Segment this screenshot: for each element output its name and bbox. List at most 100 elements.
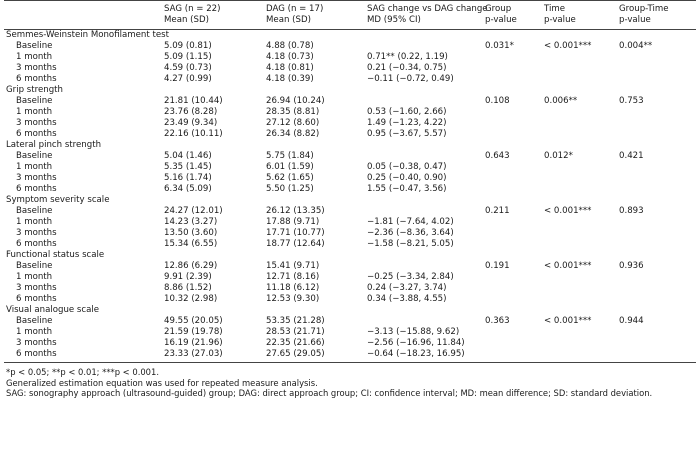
section-title: Lateral pinch strength xyxy=(6,140,102,150)
md-value: 0.25 (−0.40, 0.90) xyxy=(367,173,447,183)
table-row: 6 months 6.34 (5.09) 5.50 (1.25) 1.55 (−0.4… xyxy=(4,184,696,195)
row-label: 1 month xyxy=(16,327,53,337)
md-value: −1.58 (−8.21, 5.05) xyxy=(367,239,454,249)
md-value: 0.53 (−1.60, 2.66) xyxy=(367,107,447,117)
group-p-value: 0.363 xyxy=(485,316,510,326)
time-p-value xyxy=(542,129,617,140)
table-row: 3 months 16.19 (21.96) 22.35 (21.66) −2.56 … xyxy=(4,338,696,349)
time-p-value: < 0.001*** xyxy=(544,261,592,271)
time-p-value xyxy=(542,184,617,195)
table-row: 1 month 5.35 (1.45) 6.01 (1.59) 0.05 (−0.38… xyxy=(4,162,696,173)
row-label: 3 months xyxy=(16,228,57,238)
sag-value: 8.86 (1.52) xyxy=(164,283,212,293)
group-time-p-value xyxy=(617,294,696,305)
time-p-value xyxy=(542,63,617,74)
group-p-value xyxy=(483,107,542,118)
group-time-p-value: 0.421 xyxy=(619,151,644,161)
md-value: −0.25 (−3.34, 2.84) xyxy=(367,272,454,282)
row-label: 1 month xyxy=(16,162,53,172)
dag-value: 12.71 (8.16) xyxy=(266,272,320,282)
group-p-value: 0.031* xyxy=(485,41,514,51)
sag-value: 5.16 (1.74) xyxy=(164,173,212,183)
group-p-value: 0.108 xyxy=(485,96,510,106)
sag-value: 23.49 (9.34) xyxy=(164,118,218,128)
row-label: 6 months xyxy=(16,184,57,194)
sag-value: 5.09 (1.15) xyxy=(164,52,212,62)
section-title: Visual analogue scale xyxy=(6,305,100,315)
sag-value: 15.34 (6.55) xyxy=(164,239,218,249)
row-label: Baseline xyxy=(16,96,53,106)
row-label: 6 months xyxy=(16,239,57,249)
section-title: Functional status scale xyxy=(6,250,105,260)
md-value: 0.24 (−3.27, 3.74) xyxy=(367,283,447,293)
md-value: 1.55 (−0.47, 3.56) xyxy=(367,184,447,194)
md-value xyxy=(365,206,483,217)
results-table: SAG (n = 22) DAG (n = 17) SAG change vs … xyxy=(4,0,696,363)
row-label: 6 months xyxy=(4,349,162,363)
dag-value: 5.50 (1.25) xyxy=(266,184,314,194)
md-value: 0.21 (−0.34, 0.75) xyxy=(367,63,447,73)
section-title: Semmes-Weinstein Monofilament test xyxy=(6,30,169,40)
time-p-value xyxy=(542,217,617,228)
time-p-value xyxy=(542,283,617,294)
time-p-value xyxy=(542,118,617,129)
time-p-value xyxy=(542,162,617,173)
header-cell-group: Group xyxy=(483,0,542,15)
dag-value: 28.35 (8.81) xyxy=(266,107,320,117)
md-value: 0.95 (−3.67, 5.57) xyxy=(367,129,447,139)
group-p-value: 0.211 xyxy=(485,206,510,216)
table-row: 6 months 15.34 (6.55) 18.77 (12.64) −1.58 (… xyxy=(4,239,696,250)
group-time-p-value xyxy=(617,272,696,283)
group-p-value: 0.643 xyxy=(485,151,510,161)
table-row: 3 months 23.49 (9.34) 27.12 (8.60) 1.49 (−1… xyxy=(4,118,696,129)
table-row: Baseline 24.27 (12.01) 26.12 (13.35) 0.211 <… xyxy=(4,206,696,217)
row-label: 1 month xyxy=(16,107,53,117)
table-row: 3 months 5.16 (1.74) 5.62 (1.65) 0.25 (−0.4… xyxy=(4,173,696,184)
dag-value: 22.35 (21.66) xyxy=(266,338,325,348)
dag-value: 18.77 (12.64) xyxy=(266,239,325,249)
dag-value: 27.65 (29.05) xyxy=(264,349,365,363)
group-p-value xyxy=(483,294,542,305)
dag-value: 17.88 (9.71) xyxy=(266,217,320,227)
sag-value: 21.81 (10.44) xyxy=(164,96,223,106)
group-p-value xyxy=(483,129,542,140)
row-label: 6 months xyxy=(16,129,57,139)
table-row: Baseline 21.81 (10.44) 26.94 (10.24) 0.108 0… xyxy=(4,96,696,107)
dag-value: 15.41 (9.71) xyxy=(266,261,320,271)
group-p-value xyxy=(483,162,542,173)
dag-value: 4.18 (0.81) xyxy=(266,63,314,73)
table-body: Semmes-Weinstein Monofilament test Baseli… xyxy=(4,30,696,363)
group-p-value: 0.191 xyxy=(485,261,510,271)
time-p-value xyxy=(542,239,617,250)
header-cell-md-sub: MD (95% CI) xyxy=(365,15,483,30)
header-cell xyxy=(4,15,162,30)
section-row: Grip strength xyxy=(4,85,696,96)
md-value xyxy=(365,316,483,327)
dag-value: 6.01 (1.59) xyxy=(266,162,314,172)
group-time-p-value xyxy=(617,338,696,349)
table-row: 6 months 23.33 (27.03) 27.65 (29.05) −0.64 … xyxy=(4,349,696,363)
table-row: 3 months 13.50 (3.60) 17.71 (10.77) −2.36 (… xyxy=(4,228,696,239)
table-row: 1 month 14.23 (3.27) 17.88 (9.71) −1.81 (−7… xyxy=(4,217,696,228)
header-cell-time-sub: p-value xyxy=(542,15,617,30)
header-row-2: Mean (SD) Mean (SD) MD (95% CI) p-value … xyxy=(4,15,696,30)
table-row: 6 months 10.32 (2.98) 12.53 (9.30) 0.34 (−3… xyxy=(4,294,696,305)
time-p-value xyxy=(542,74,617,85)
row-label: Baseline xyxy=(16,316,53,326)
md-value: 0.05 (−0.38, 0.47) xyxy=(367,162,447,172)
sag-value: 49.55 (20.05) xyxy=(164,316,223,326)
dag-value: 17.71 (10.77) xyxy=(266,228,325,238)
sag-value: 5.09 (0.81) xyxy=(164,41,212,51)
sag-value: 10.32 (2.98) xyxy=(164,294,218,304)
time-p-value: 0.006** xyxy=(544,96,578,106)
sag-value: 21.59 (19.78) xyxy=(164,327,223,337)
group-time-p-value: 0.004** xyxy=(619,41,653,51)
time-p-value xyxy=(542,173,617,184)
time-p-value xyxy=(542,294,617,305)
md-value: −2.36 (−8.36, 3.64) xyxy=(367,228,454,238)
md-value: −3.13 (−15.88, 9.62) xyxy=(367,327,460,337)
footnotes: *p < 0.05; **p < 0.01; ***p < 0.001. Gen… xyxy=(6,367,700,399)
row-label: 3 months xyxy=(16,118,57,128)
sag-value: 5.35 (1.45) xyxy=(164,162,212,172)
